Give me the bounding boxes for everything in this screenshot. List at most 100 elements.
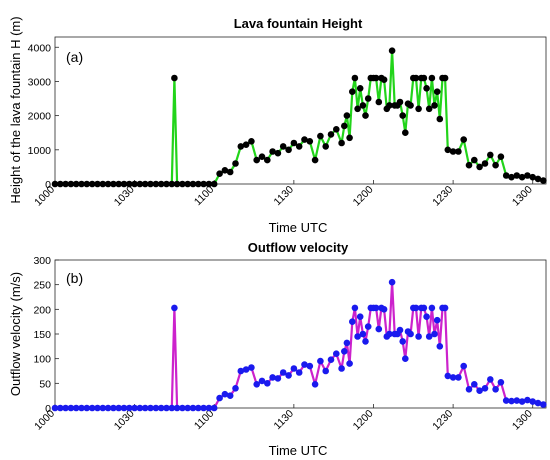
- height-data-point: [152, 180, 160, 188]
- velocity-x-tick-label: 1130: [272, 408, 297, 433]
- velocity-data-point: [524, 396, 531, 404]
- height-data-point: [232, 160, 239, 167]
- height-data-point: [441, 74, 449, 82]
- height-y-tick-label: 0: [45, 179, 51, 191]
- velocity-data-point: [502, 397, 510, 404]
- velocity-data-point: [141, 404, 149, 412]
- velocity-data-point: [534, 399, 542, 407]
- height-data-point: [364, 95, 372, 102]
- velocity-data-point: [67, 404, 75, 412]
- height-data-point: [67, 180, 75, 188]
- height-data-point: [285, 146, 292, 154]
- velocity-data-point: [237, 367, 245, 375]
- velocity-data-point: [359, 330, 367, 338]
- height-data-point: [338, 139, 345, 147]
- velocity-data-point: [253, 381, 260, 388]
- height-data-point: [322, 143, 330, 150]
- velocity-data-point: [195, 404, 202, 412]
- height-data-point: [497, 153, 505, 160]
- height-data-point: [104, 180, 112, 188]
- height-x-tick-label: 1000: [32, 184, 57, 209]
- velocity-data-point: [356, 313, 364, 321]
- velocity-data-point: [346, 360, 353, 367]
- velocity-data-point: [115, 404, 122, 412]
- height-data-point: [375, 98, 383, 106]
- height-axes-box: [54, 36, 547, 185]
- velocity-data-point: [216, 394, 223, 402]
- velocity-data-point: [476, 387, 483, 395]
- velocity-data-point: [136, 404, 144, 412]
- height-y-axis-label: Height of the lava fountain H (m): [8, 16, 23, 203]
- velocity-data-point: [540, 401, 547, 408]
- height-data-point: [264, 156, 271, 164]
- velocity-data-point: [264, 380, 271, 387]
- height-data-point: [221, 167, 229, 174]
- velocity-data-point: [242, 366, 250, 373]
- velocity-data-point: [179, 404, 186, 412]
- height-data-point: [372, 74, 380, 82]
- height-data-point: [386, 102, 393, 109]
- velocity-data-point: [163, 404, 170, 412]
- velocity-data-point: [168, 404, 176, 412]
- velocity-y-tick-label: 100: [33, 354, 51, 366]
- velocity-x-tick-label: 1230: [430, 408, 455, 433]
- height-data-point: [168, 180, 176, 188]
- height-data-point: [341, 122, 348, 130]
- velocity-data-point: [362, 338, 369, 345]
- height-data-point: [258, 153, 266, 160]
- height-x-tick-label: 1130: [272, 184, 297, 209]
- height-data-point: [306, 138, 314, 145]
- height-x-tick-label: 1230: [430, 184, 455, 209]
- velocity-data-point: [529, 398, 536, 405]
- height-data-point: [195, 180, 202, 188]
- height-data-point: [476, 163, 483, 171]
- height-data-point: [295, 143, 303, 150]
- velocity-data-point: [465, 386, 473, 393]
- height-data-point: [471, 156, 478, 164]
- velocity-data-point: [481, 385, 489, 392]
- height-panel: Lava fountain Height (a) Time UTC Height…: [8, 16, 547, 235]
- velocity-data-point: [205, 404, 213, 412]
- velocity-data-point: [295, 369, 303, 376]
- height-data-point: [362, 112, 369, 119]
- height-data-point: [333, 126, 340, 133]
- velocity-data-point: [279, 369, 287, 376]
- height-data-point: [346, 134, 353, 142]
- velocity-data-point: [147, 404, 154, 412]
- height-data-point: [301, 136, 308, 143]
- height-data-point: [115, 180, 122, 188]
- velocity-data-point: [232, 385, 239, 392]
- height-data-point: [396, 98, 404, 106]
- velocity-y-tick-label: 200: [33, 304, 51, 316]
- height-data-point: [492, 161, 499, 169]
- velocity-data-point: [269, 374, 276, 381]
- height-data-point: [487, 151, 494, 159]
- velocity-data-point: [94, 404, 101, 412]
- height-data-point: [444, 146, 452, 154]
- height-data-point: [349, 88, 356, 95]
- height-data-point: [163, 180, 170, 188]
- height-data-point: [524, 172, 531, 179]
- velocity-y-tick-label: 50: [39, 378, 51, 390]
- height-y-tick-label: 1000: [28, 145, 52, 157]
- velocity-data-point: [306, 362, 314, 370]
- height-data-point: [200, 180, 207, 188]
- velocity-data-point: [433, 316, 441, 324]
- height-y-tick-label: 3000: [28, 76, 52, 88]
- velocity-data-point: [317, 357, 324, 365]
- velocity-data-point: [327, 356, 335, 364]
- height-data-point: [131, 180, 138, 188]
- height-data-point: [78, 180, 85, 188]
- height-data-point: [126, 180, 133, 188]
- velocity-data-point: [513, 397, 521, 404]
- velocity-data-point: [402, 355, 409, 363]
- height-data-point: [380, 76, 388, 83]
- height-data-point: [189, 180, 197, 188]
- height-data-point: [402, 129, 409, 136]
- velocity-data-point: [423, 313, 430, 321]
- height-data-point: [147, 180, 154, 188]
- height-x-tick-label: 1030: [112, 184, 137, 209]
